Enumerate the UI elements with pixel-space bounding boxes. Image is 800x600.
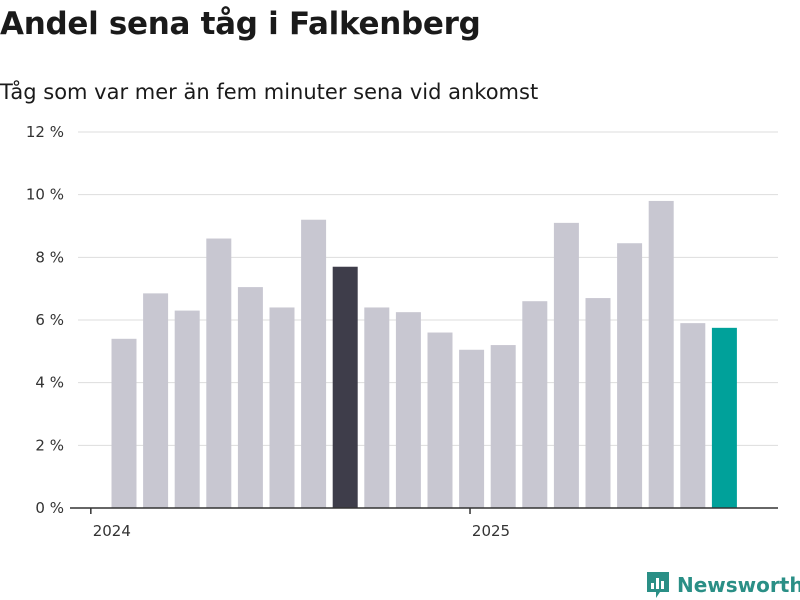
y-tick-label: 0 % <box>35 499 64 517</box>
bar-2025-01 <box>490 345 516 508</box>
bar-2024-09 <box>364 307 390 508</box>
bar-2025-05 <box>617 243 643 508</box>
bar-2024-02 <box>143 293 169 508</box>
chart-title: Andel sena tåg i Falkenberg <box>0 6 481 42</box>
bar-2024-04 <box>206 238 232 509</box>
x-axis-ticks: 2024 2025 <box>90 508 510 540</box>
newsworthy-logo-icon <box>647 572 669 598</box>
x-tick-label: 2025 <box>472 522 510 540</box>
bar-2025-07 <box>680 323 706 508</box>
chart-subtitle: Tåg som var mer än fem minuter sena vid … <box>0 80 539 104</box>
bar-2025-03 <box>553 222 579 508</box>
bar-2024-07 <box>301 219 327 508</box>
y-tick-label: 12 % <box>26 123 64 141</box>
y-axis-tick-labels: 0 % 2 % 4 % 6 % 8 % 10 % 12 % <box>26 123 64 517</box>
bar-2024-10 <box>395 312 421 508</box>
bars <box>111 200 737 509</box>
bar-2024-11 <box>427 332 453 508</box>
bar-2025-04 <box>585 298 611 508</box>
bar-2024-06 <box>269 307 295 508</box>
brand: Newsworthy <box>645 570 800 600</box>
bar-2024-12 <box>459 349 485 508</box>
y-tick-label: 6 % <box>35 311 64 329</box>
y-tick-label: 4 % <box>35 374 64 392</box>
bar-2025-02 <box>522 301 548 508</box>
bar-2024-03 <box>174 310 200 508</box>
bar-2025-08 <box>711 327 737 508</box>
y-tick-label: 8 % <box>35 248 64 266</box>
x-tick-label: 2024 <box>93 522 131 540</box>
bar-2024-01 <box>111 338 137 508</box>
y-tick-label: 2 % <box>35 436 64 454</box>
y-tick-label: 10 % <box>26 186 64 204</box>
bar-2024-05 <box>237 287 263 508</box>
bar-2025-06 <box>648 200 674 508</box>
bar-2024-08 <box>332 266 358 508</box>
brand-name: Newsworthy <box>677 573 800 597</box>
